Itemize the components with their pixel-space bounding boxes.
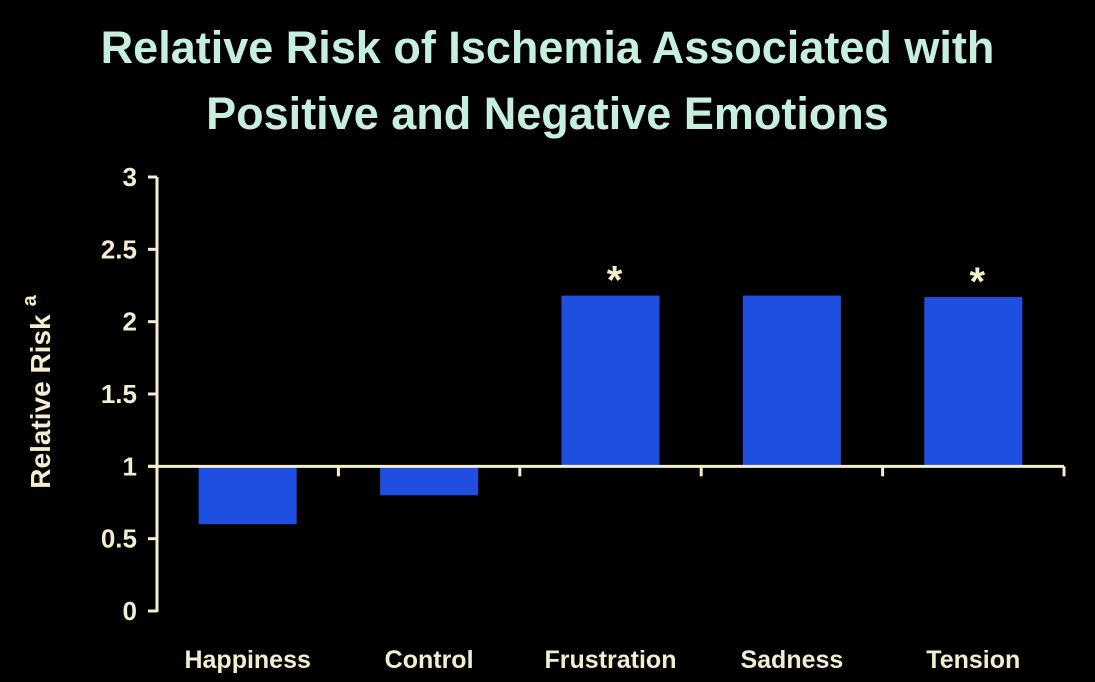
y-axis-label-superscript: a (19, 294, 41, 306)
y-tick-label: 3 (123, 162, 137, 192)
bar-happiness (198, 466, 297, 525)
significance-marker: * (607, 259, 623, 303)
x-tick-label: Happiness (184, 646, 310, 674)
y-tick-label: 1.5 (101, 379, 137, 409)
x-tick-label: Frustration (545, 646, 677, 674)
y-tick-label: 2.5 (101, 234, 137, 264)
significance-marker: * (970, 260, 986, 304)
chart-title-line-1: Relative Risk of Ischemia Associated wit… (100, 22, 995, 73)
y-tick-label: 0.5 (101, 524, 137, 554)
bar-tension (924, 297, 1023, 467)
y-axis-label-text: Relative Risk (25, 314, 56, 489)
bar-frustration (561, 295, 660, 467)
y-tick-label: 2 (123, 307, 137, 337)
x-tick-label: Control (385, 646, 474, 674)
y-tick-label: 0 (123, 596, 137, 626)
x-tick-label: Tension (926, 646, 1020, 674)
bar-sadness (742, 295, 841, 467)
chart-title-line-2: Positive and Negative Emotions (206, 88, 889, 139)
y-tick-label: 1 (123, 451, 137, 481)
y-axis-label: Relative Risk a (19, 294, 56, 488)
bar-control (380, 466, 479, 496)
x-tick-label: Sadness (740, 646, 843, 674)
